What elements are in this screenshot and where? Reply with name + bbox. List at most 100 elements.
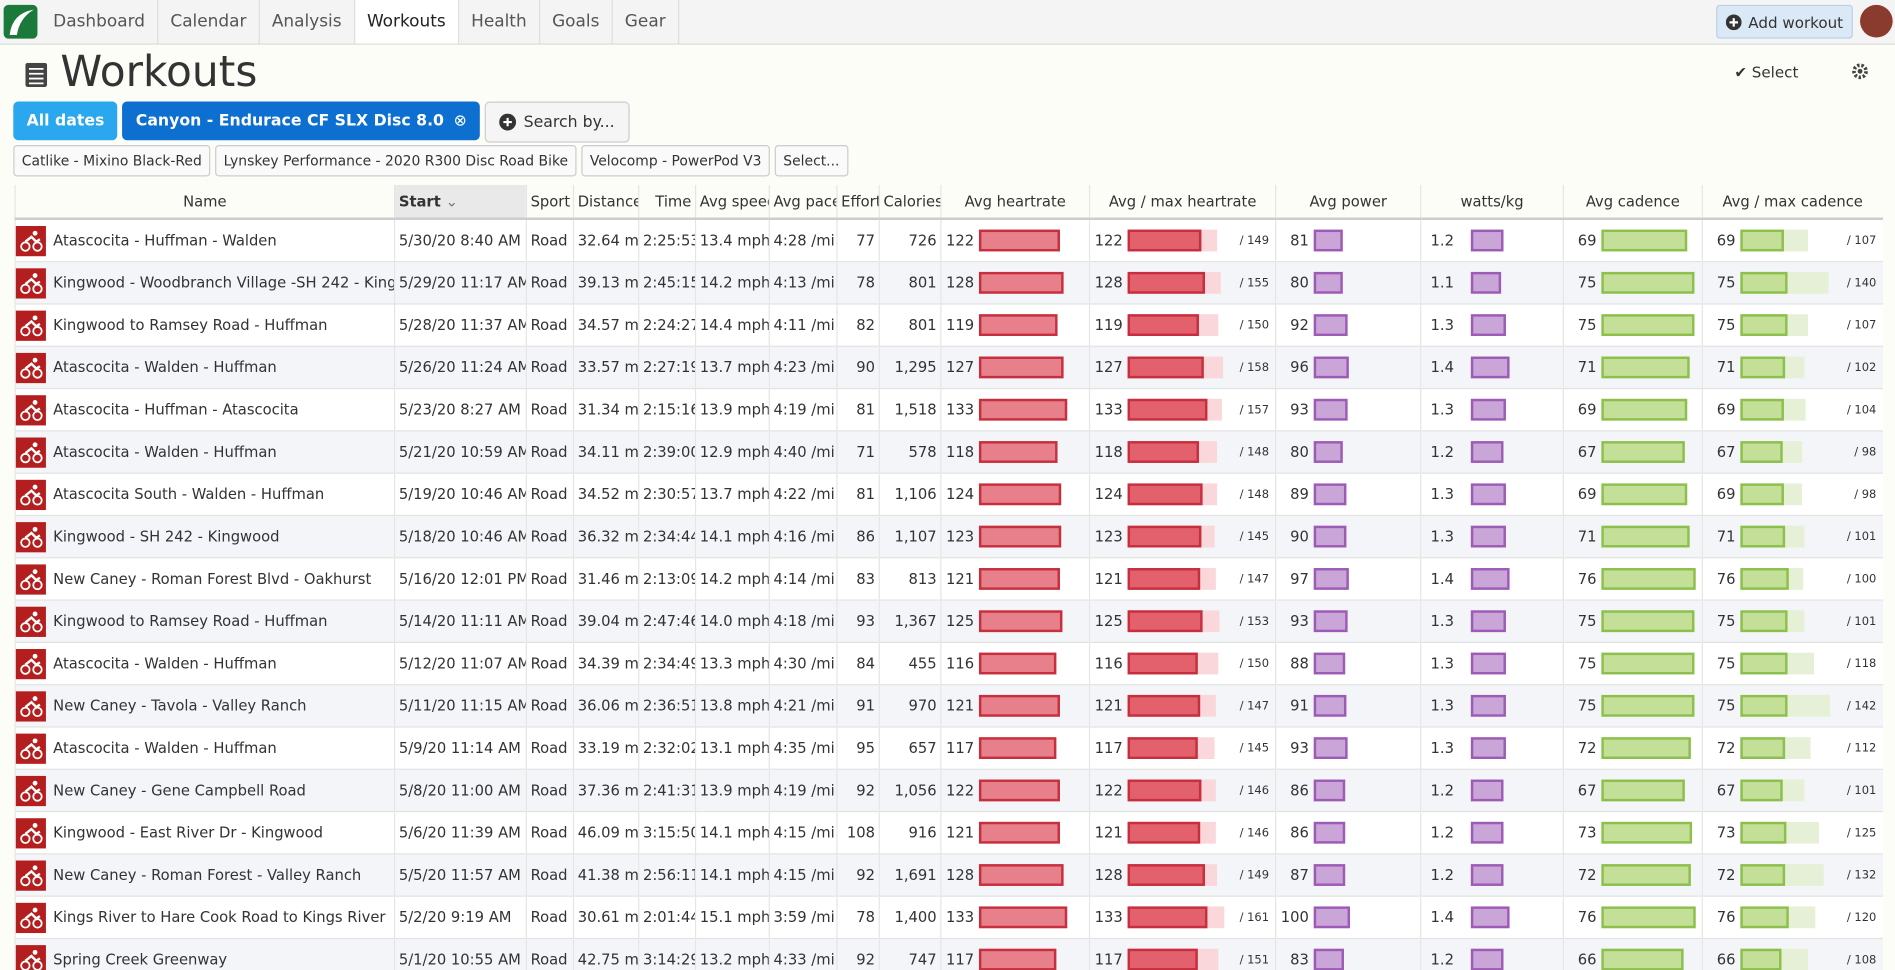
bar-cell: 121 / 146 (1094, 821, 1272, 844)
range-track (1127, 568, 1216, 590)
workout-row[interactable]: Spring Creek Greenway 5/1/20 10:55 AM Road… (14, 937, 1883, 970)
avg-bar (1127, 779, 1201, 802)
column-header[interactable]: Sport (525, 184, 574, 220)
gear-option[interactable]: Select... (774, 145, 848, 177)
bar-cell: 75 / 142 (1707, 694, 1879, 717)
cell: 76 / 100 (1701, 557, 1883, 601)
cell: Atascocita South - Walden - Huffman (14, 472, 395, 516)
nav-tab[interactable]: Gear (613, 0, 679, 44)
cell-value: 1.3 (1430, 739, 1454, 757)
workout-row[interactable]: Kingwood to Ramsey Road - Huffman 5/28/20… (14, 303, 1883, 347)
gear-option[interactable]: Catlike - Mixino Black-Red (13, 145, 211, 177)
workout-row[interactable]: New Caney - Roman Forest Blvd - Oakhurst… (14, 557, 1883, 601)
value-bar (978, 441, 1058, 463)
nav-tab[interactable]: Goals (540, 0, 613, 44)
nav-tab[interactable]: Workouts (354, 0, 460, 44)
cell-value: 97 (1290, 570, 1309, 588)
bar-cell: 73 (1568, 821, 1699, 844)
cell-value: 133 (1094, 401, 1123, 419)
search-button[interactable]: Search by... (484, 101, 630, 143)
workout-row[interactable]: Kings River to Hare Cook Road to Kings R… (14, 895, 1883, 939)
cell: 122 / 146 (1088, 768, 1276, 812)
gear-option[interactable]: Velocomp - PowerPod V3 (581, 145, 770, 177)
cell-text: 31.34 mi (577, 401, 639, 419)
max-value: / 145 (1239, 529, 1270, 544)
column-header[interactable]: Avg / max heartrate (1088, 184, 1276, 220)
add-workout-button[interactable]: Add workout (1715, 4, 1853, 39)
workout-row[interactable]: Kingwood - Woodbranch Village -SH 242 - … (14, 261, 1883, 304)
cell-value: 71 (1716, 358, 1736, 376)
cell: 5/18/20 10:46 AM (394, 514, 527, 558)
workout-row[interactable]: Atascocita - Huffman - Atascocita 5/23/20… (14, 387, 1883, 431)
nav-tab[interactable]: Calendar (158, 0, 260, 44)
avg-bar (1740, 314, 1788, 336)
avatar[interactable] (1860, 4, 1893, 38)
logo[interactable] (0, 0, 41, 44)
gear-filter[interactable]: Canyon - Endurace CF SLX Disc 8.0 ⊗ (122, 101, 481, 141)
cyclist-icon (19, 230, 42, 252)
dates-filter[interactable]: All dates (13, 101, 118, 141)
settings-icon[interactable] (1852, 63, 1869, 80)
workout-row[interactable]: Atascocita South - Walden - Huffman 5/19/… (14, 472, 1883, 516)
cell-text: 14.1 mph (699, 824, 770, 842)
workout-row[interactable]: Atascocita - Walden - Huffman 5/21/20 10:… (14, 430, 1883, 474)
column-header[interactable]: Distance (572, 184, 639, 220)
nav-tab[interactable]: Analysis (260, 0, 355, 44)
workout-row[interactable]: New Caney - Roman Forest - Valley Ranch 5… (14, 853, 1883, 897)
cell: 1.2 (1420, 937, 1564, 970)
remove-icon[interactable]: ⊗ (453, 111, 467, 130)
nav-tab[interactable]: Health (459, 0, 540, 44)
column-header[interactable]: Avg cadence (1562, 184, 1703, 220)
column-header[interactable]: Avg speed (694, 184, 770, 220)
cell: 5/8/20 11:00 AM (394, 768, 527, 812)
workout-row[interactable]: Atascocita - Walden - Huffman 5/12/20 11:… (14, 641, 1883, 685)
cell-text: 3:15:50 (642, 824, 696, 842)
workout-row[interactable]: New Caney - Tavola - Valley Ranch 5/11/20… (14, 684, 1883, 727)
column-header[interactable]: watts/kg (1420, 184, 1564, 220)
gear-option[interactable]: Lynskey Performance - 2020 R300 Disc Roa… (215, 145, 577, 177)
cell: 97 (1275, 557, 1421, 601)
column-header[interactable]: Calories (878, 184, 941, 220)
cell-value: 1.4 (1430, 908, 1454, 926)
cell: 34.52 mi (572, 472, 639, 516)
cell: 1.3 (1420, 387, 1564, 431)
cell: 78 (836, 895, 880, 939)
value-bar (1313, 441, 1343, 463)
select-label: Select (1751, 62, 1799, 81)
column-header[interactable]: Avg / max cadence (1701, 184, 1883, 220)
workout-row[interactable]: Kingwood - East River Dr - Kingwood 5/6/2… (14, 810, 1883, 854)
workout-row[interactable]: Kingwood to Ramsey Road - Huffman 5/14/20… (14, 599, 1883, 643)
cell: 127 / 158 (1088, 345, 1276, 389)
nav-tab[interactable]: Dashboard (41, 0, 159, 44)
select-button[interactable]: ✔ Select (1734, 62, 1799, 81)
column-header[interactable]: Avg heartrate (940, 184, 1090, 220)
cell: Road (525, 472, 574, 516)
avg-bar (1740, 652, 1788, 675)
sport-icon (16, 606, 46, 637)
cell-text: 5/6/20 11:39 AM (398, 824, 521, 842)
workout-row[interactable]: Kingwood - SH 242 - Kingwood 5/18/20 10:4… (14, 514, 1883, 558)
workout-row[interactable]: Atascocita - Walden - Huffman 5/26/20 11:… (14, 345, 1883, 389)
column-header[interactable]: Start ⌄ (394, 184, 527, 220)
column-header[interactable]: Avg pace (768, 184, 837, 220)
bar-cell: 67 / 101 (1707, 779, 1879, 802)
column-header[interactable]: Name (14, 184, 395, 220)
column-header[interactable]: Effort (836, 184, 880, 220)
bar-cell: 75 (1568, 314, 1699, 336)
cell-text: 39.04 mi (577, 612, 639, 630)
cell-text: 83 (856, 570, 876, 588)
bar-cell: 1.2 (1425, 821, 1559, 844)
name-cell: New Caney - Roman Forest - Valley Ranch (16, 859, 390, 891)
workout-row[interactable]: Atascocita - Huffman - Walden 5/30/20 8:4… (14, 218, 1883, 262)
cell: 133 (940, 895, 1090, 939)
logo-mark (3, 4, 38, 39)
cell-value: 86 (1290, 824, 1309, 842)
cell-text: 2:30:57 (642, 485, 696, 503)
workout-row[interactable]: New Caney - Gene Campbell Road 5/8/20 11:… (14, 768, 1883, 812)
column-header[interactable]: Avg power (1275, 184, 1421, 220)
range-track (1127, 483, 1217, 506)
workout-row[interactable]: Atascocita - Walden - Huffman 5/9/20 11:1… (14, 726, 1883, 770)
cell-text: 4:21 /mi (773, 697, 835, 715)
cell: 2:25:53 (638, 218, 696, 262)
column-header[interactable]: Time (638, 184, 696, 220)
